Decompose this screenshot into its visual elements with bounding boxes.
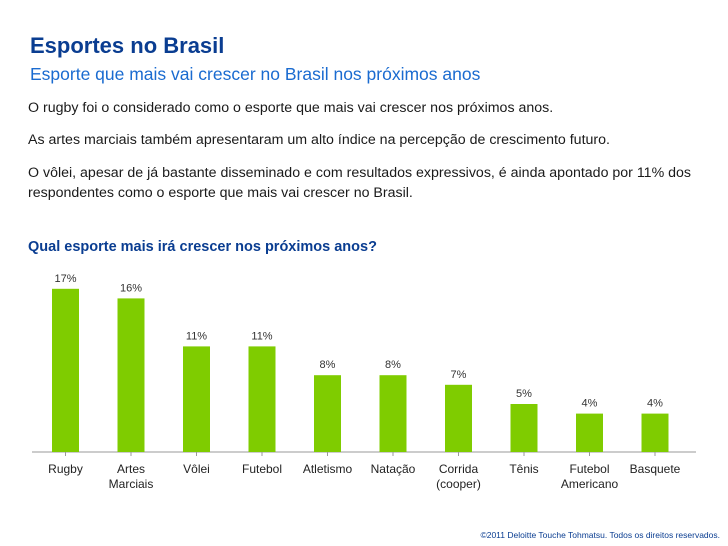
chart-title: Qual esporte mais irá crescer nos próxim… [28,239,377,255]
category-label: (cooper) [436,477,481,491]
category-label: Futebol [569,462,609,476]
bar [117,298,145,452]
bar [445,384,472,452]
paragraph-volleyball: O vôlei, apesar de já bastante dissemina… [28,165,692,201]
category-label: Artes [117,462,145,476]
category-label: Atletismo [303,462,353,476]
data-label: 5% [516,388,532,400]
data-label: 16% [120,282,142,294]
category-label: Tênis [509,462,538,476]
data-label: 17% [54,273,76,285]
bar [379,375,407,452]
category-label: Marciais [109,477,154,491]
bar [510,404,538,452]
data-label: 11% [186,330,207,342]
category-label: Natação [371,462,416,476]
bar [641,413,669,452]
data-label: 4% [647,398,663,410]
bar [52,288,79,452]
category-label: Vôlei [183,462,210,476]
category-label: Rugby [48,462,83,476]
data-label: 4% [582,398,598,410]
category-label: Corrida [439,462,479,476]
category-label: Americano [561,477,619,491]
bar [314,375,341,452]
category-label: Futebol [242,462,282,476]
copyright-footer: ©2011 Deloitte Touche Tohmatsu. Todos os… [480,530,720,540]
bar [248,346,276,452]
data-label: 8% [320,359,336,371]
page-subtitle: Esporte que mais vai crescer no Brasil n… [30,64,481,84]
page-title: Esportes no Brasil [30,33,225,58]
bar [183,346,210,452]
data-label: 7% [451,369,467,381]
data-label: 11% [251,330,272,342]
bar [576,413,603,452]
category-label: Basquete [630,462,681,476]
paragraph-rugby: O rugby foi o considerado como o esporte… [28,100,554,116]
data-label: 8% [385,359,401,371]
paragraph-martial-arts: As artes marciais também apresentaram um… [28,132,610,148]
